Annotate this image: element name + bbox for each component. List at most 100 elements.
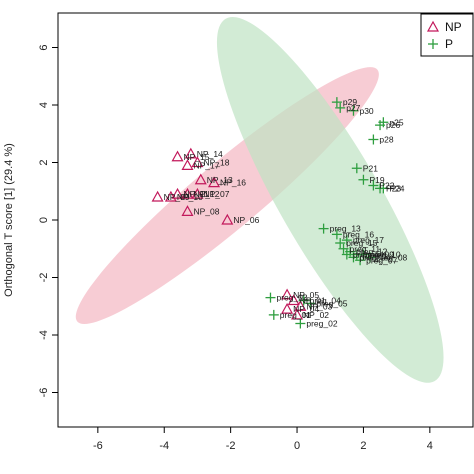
p-point	[335, 102, 346, 113]
point-label: NP_09	[164, 192, 190, 202]
legend-label: P	[445, 37, 453, 51]
p-point	[335, 238, 346, 248]
np-point	[191, 187, 204, 199]
legend-box	[420, 13, 474, 57]
point-label: NP_06	[233, 215, 259, 225]
np-point	[291, 308, 304, 320]
point-label: P24	[389, 183, 404, 193]
point-label: p25	[389, 117, 403, 127]
point-label: NP_14	[197, 149, 223, 159]
legend-plus-icon	[428, 39, 438, 49]
p-point	[365, 252, 376, 263]
x-tick-label: 4	[427, 440, 433, 452]
np-point	[171, 150, 184, 162]
point-label: preg_01	[280, 310, 311, 320]
legend: NP P	[420, 13, 474, 57]
point-label: NP_11	[184, 189, 210, 199]
point-label: NP_07	[203, 189, 229, 199]
point-label: NP_16	[220, 178, 246, 188]
point-label: NP_13	[207, 175, 233, 185]
point-label: NP_12	[193, 189, 219, 199]
np-point	[181, 187, 194, 199]
np-point	[281, 288, 294, 300]
point-label: preg_12	[356, 247, 387, 257]
p-point	[348, 252, 359, 263]
p-point	[358, 174, 369, 185]
point-label: preg_11	[350, 244, 381, 254]
point-label: preg_05	[316, 298, 347, 308]
point-label: NP_17	[193, 160, 219, 170]
p-point	[268, 309, 279, 320]
point-label: preg_14	[353, 250, 384, 260]
point-label: NP_10	[177, 192, 203, 202]
np-point	[191, 156, 204, 168]
point-label: preg_03	[276, 293, 307, 303]
p-point	[358, 249, 369, 260]
p-point	[318, 223, 329, 234]
point-label: P23	[386, 183, 401, 193]
p-point	[265, 292, 276, 303]
x-tick-label: -4	[159, 440, 169, 452]
y-tick-label: 6	[38, 44, 50, 50]
point-label: NP_03	[306, 301, 332, 311]
point-label: NP_04	[293, 304, 319, 314]
point-label: NP_08	[193, 206, 219, 216]
p-point	[338, 243, 349, 254]
point-label: NP_01	[300, 296, 326, 306]
legend-label: NP	[445, 20, 462, 34]
point-label: preg_02	[306, 319, 337, 329]
ellipse-p	[216, 16, 444, 383]
legend-triangle-icon	[426, 20, 440, 32]
point-label: p29	[343, 97, 357, 107]
x-tick-label: -2	[226, 440, 236, 452]
y-axis-label: Orthogonal T score [1] (29.4 %)	[3, 143, 15, 297]
data-markers	[151, 97, 389, 329]
np-point	[171, 187, 184, 199]
point-label: p30	[359, 106, 373, 116]
np-point	[287, 294, 300, 306]
y-tick-label: 2	[38, 159, 50, 165]
point-label: NP_18	[203, 158, 229, 168]
y-tick-label: 0	[38, 217, 50, 223]
p-point	[305, 298, 316, 309]
point-label: preg_15	[346, 238, 377, 248]
point-label: preg_10	[369, 250, 400, 260]
point-label: preg_07	[366, 255, 397, 265]
p-point	[331, 229, 342, 240]
point-label: preg_17	[353, 235, 384, 245]
p-point	[341, 235, 352, 246]
p-point	[331, 97, 342, 108]
np-point	[194, 173, 207, 185]
point-label: preg_16	[343, 229, 374, 239]
point-label: preg_04	[310, 296, 341, 306]
x-tick-label: -6	[93, 440, 103, 452]
np-point	[208, 176, 221, 188]
np-point	[294, 300, 307, 311]
p-point	[348, 105, 359, 116]
p-point	[295, 318, 306, 329]
y-tick-label: -4	[38, 330, 50, 340]
x-tick-label: 0	[294, 440, 300, 452]
p-point	[368, 134, 379, 145]
point-label: NP_05	[293, 290, 319, 300]
point-label: NP_02	[303, 310, 329, 320]
point-label: preg_13	[330, 224, 361, 234]
y-tick-label: -2	[38, 273, 50, 283]
x-axis: -6 -4 -2 0 2 4	[93, 427, 433, 452]
p-point	[378, 183, 389, 194]
y-axis: -6 -4 -2 0 2 4 6	[38, 44, 58, 397]
y-tick-label: 4	[38, 102, 50, 108]
np-point	[181, 159, 194, 170]
point-label: P19	[369, 175, 384, 185]
p-point	[368, 180, 379, 191]
confidence-ellipses	[75, 16, 444, 383]
p-point	[341, 249, 352, 260]
np-point	[151, 190, 164, 202]
np-point	[221, 213, 234, 225]
point-label: preg_06	[359, 252, 390, 262]
point-label: preg_09	[363, 250, 394, 260]
y-tick-label: -6	[38, 388, 50, 398]
point-label: preg_08	[376, 252, 407, 262]
